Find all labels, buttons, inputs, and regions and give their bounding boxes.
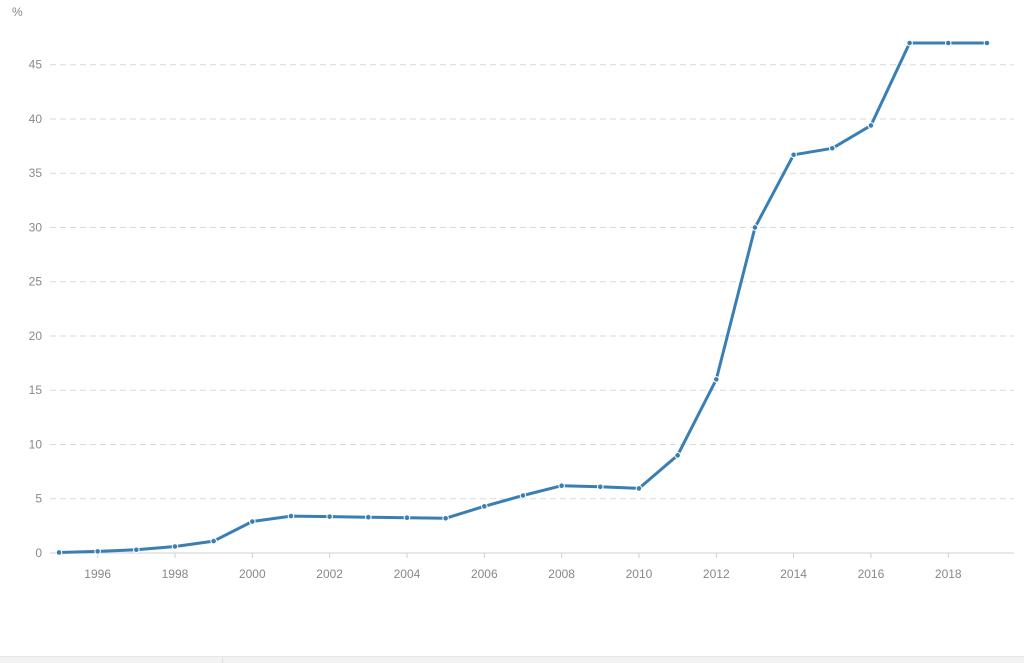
x-tick-label: 2010 <box>626 567 653 581</box>
x-tick-label: 2016 <box>858 567 885 581</box>
data-point[interactable] <box>519 492 527 499</box>
data-point[interactable] <box>94 548 101 555</box>
gridlines <box>50 64 1014 500</box>
data-point[interactable] <box>790 151 797 159</box>
data-point[interactable] <box>133 546 140 554</box>
y-tick-label: 45 <box>29 58 43 72</box>
bottom-strip <box>0 656 1024 663</box>
data-point[interactable] <box>55 549 63 556</box>
data-point[interactable] <box>944 39 952 47</box>
x-tick-label: 1998 <box>162 567 189 581</box>
x-tick-label: 2012 <box>703 567 730 581</box>
data-point[interactable] <box>249 518 256 525</box>
data-point[interactable] <box>210 537 217 545</box>
x-axis <box>50 552 1014 558</box>
data-point[interactable] <box>287 512 295 520</box>
x-tick-label: 2014 <box>780 567 807 581</box>
data-point[interactable] <box>442 514 449 522</box>
y-tick-label: 25 <box>29 275 43 289</box>
data-point[interactable] <box>403 514 411 522</box>
x-tick-label: 1996 <box>84 567 111 581</box>
bottom-divider <box>222 657 223 663</box>
data-point[interactable] <box>596 483 604 491</box>
data-point[interactable] <box>712 376 720 383</box>
y-axis-unit-label: % <box>12 5 23 19</box>
data-point[interactable] <box>867 122 875 129</box>
data-point[interactable] <box>365 513 372 521</box>
data-point[interactable] <box>983 39 991 47</box>
y-tick-label: 35 <box>29 166 43 180</box>
y-tick-label: 40 <box>29 112 43 126</box>
data-point[interactable] <box>635 485 643 492</box>
y-tick-label: 30 <box>29 220 43 234</box>
x-axis-tick-labels: 1996 1998 2000 2002 2004 2006 2008 2010 2012 2014… <box>84 567 962 581</box>
x-tick-label: 2000 <box>239 567 266 581</box>
y-tick-label: 10 <box>29 437 43 451</box>
y-axis-tick-labels: 0 5 10 15 20 25 30 35 40 45 <box>29 58 43 560</box>
series <box>55 39 991 556</box>
data-point[interactable] <box>906 39 913 47</box>
x-tick-label: 2008 <box>548 567 575 581</box>
y-tick-label: 0 <box>35 546 42 560</box>
data-point[interactable] <box>171 543 179 550</box>
data-point[interactable] <box>828 144 836 152</box>
data-point[interactable] <box>481 503 488 510</box>
data-point[interactable] <box>558 482 565 490</box>
x-tick-label: 2004 <box>394 567 421 581</box>
x-tick-label: 2002 <box>316 567 343 581</box>
data-point[interactable] <box>674 452 681 459</box>
data-point[interactable] <box>326 513 333 520</box>
x-tick-label: 2018 <box>935 567 962 581</box>
x-tick-label: 2006 <box>471 567 498 581</box>
data-point[interactable] <box>751 224 759 231</box>
y-tick-label: 15 <box>29 383 43 397</box>
y-tick-label: 5 <box>35 492 42 506</box>
y-tick-label: 20 <box>29 329 43 343</box>
